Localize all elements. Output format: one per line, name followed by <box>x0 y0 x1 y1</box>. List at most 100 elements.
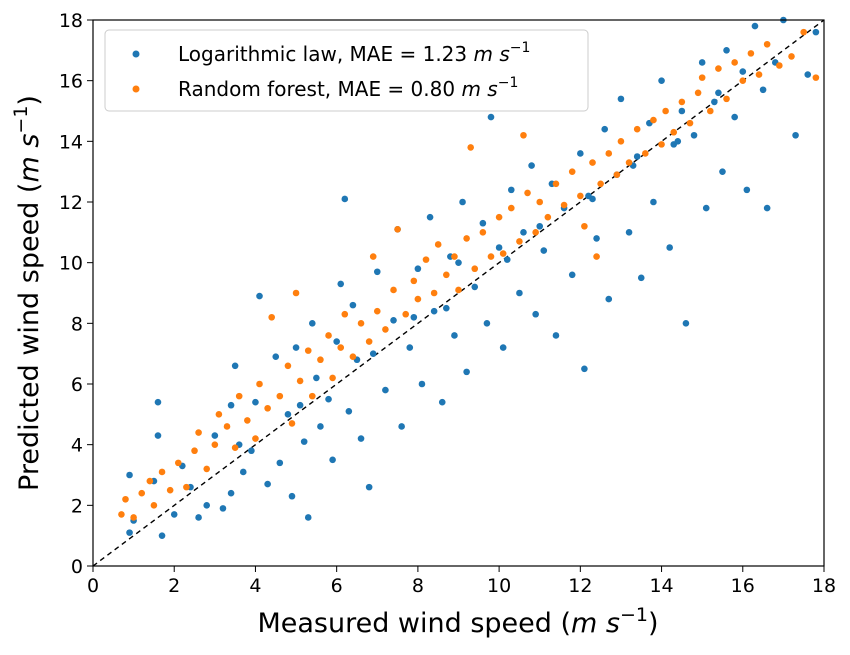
data-point <box>812 28 820 36</box>
data-point <box>349 353 357 361</box>
data-point <box>776 62 783 69</box>
data-point <box>195 429 202 436</box>
data-point <box>443 304 450 312</box>
y-tick-label: 14 <box>59 131 83 153</box>
data-point <box>804 71 812 78</box>
data-point <box>166 486 174 494</box>
data-point <box>402 310 410 318</box>
data-point <box>702 204 710 212</box>
data-point <box>272 353 280 361</box>
data-point <box>398 423 405 430</box>
data-point <box>349 301 357 309</box>
data-point <box>292 289 300 297</box>
data-point <box>174 459 182 467</box>
data-point <box>227 401 235 409</box>
legend: Logarithmic law, MAE = 1.23 m s−1 Random… <box>104 29 589 112</box>
data-point <box>658 141 665 148</box>
data-point <box>414 295 422 303</box>
data-point <box>329 374 336 382</box>
data-point <box>304 347 312 354</box>
x-tick-label: 12 <box>568 575 592 597</box>
data-point <box>191 447 198 455</box>
data-point <box>577 150 584 157</box>
data-point <box>195 514 202 521</box>
reference-line-layer <box>92 19 825 567</box>
data-point <box>731 113 738 121</box>
identity-reference-line <box>92 19 825 567</box>
data-point <box>248 447 255 455</box>
data-point <box>540 247 548 254</box>
x-tick-label: 18 <box>812 575 836 597</box>
data-point <box>759 86 767 94</box>
y-tick-label: 8 <box>71 313 83 335</box>
data-point <box>426 213 434 221</box>
data-point <box>544 213 552 221</box>
data-point <box>674 138 682 145</box>
data-point <box>613 171 621 178</box>
y-tick-label: 12 <box>59 192 83 214</box>
data-point <box>235 392 243 400</box>
data-point <box>593 253 600 260</box>
y-axis-title: Predicted wind speed (m s−1) <box>10 95 45 491</box>
data-point <box>337 344 345 351</box>
data-point <box>244 417 251 424</box>
data-point <box>499 250 507 257</box>
data-point <box>743 186 751 194</box>
data-point <box>422 256 430 263</box>
data-point <box>711 98 718 106</box>
x-tick-label: 10 <box>487 575 511 597</box>
data-point <box>309 392 316 400</box>
data-point <box>122 495 129 503</box>
data-point <box>812 74 820 81</box>
data-point <box>625 159 633 166</box>
data-point <box>138 489 146 497</box>
data-point <box>650 116 657 124</box>
data-point <box>231 444 239 452</box>
data-point <box>633 125 641 133</box>
data-point <box>288 492 296 500</box>
x-tick-label: 6 <box>331 575 343 597</box>
data-point <box>694 89 702 97</box>
data-point <box>430 307 438 315</box>
data-point <box>276 392 284 400</box>
data-point <box>382 386 389 394</box>
x-axis: 0 2 4 6 8 10 12 14 16 18 <box>87 566 836 597</box>
data-point <box>418 380 426 388</box>
data-point <box>130 514 137 521</box>
data-point <box>158 468 166 476</box>
data-point <box>455 259 462 266</box>
data-point <box>686 119 694 127</box>
data-point <box>690 131 698 139</box>
data-point <box>552 180 560 188</box>
data-point <box>536 222 544 230</box>
data-point <box>479 229 487 236</box>
data-point <box>731 59 738 66</box>
data-point <box>568 271 576 279</box>
x-tick-label: 2 <box>168 575 180 597</box>
data-point <box>284 362 292 370</box>
data-point <box>264 480 271 488</box>
data-point <box>227 489 235 497</box>
data-point <box>520 229 527 236</box>
data-point <box>365 338 373 345</box>
data-point <box>118 511 125 518</box>
data-point <box>487 113 495 121</box>
data-point <box>211 432 219 439</box>
data-point <box>170 511 178 518</box>
data-point <box>560 201 568 209</box>
data-point <box>309 320 316 327</box>
data-point <box>715 89 722 97</box>
data-point <box>430 289 438 297</box>
data-point <box>589 159 596 166</box>
y-axis: 0 2 4 6 8 10 12 14 16 18 <box>59 10 93 578</box>
data-point <box>406 344 414 351</box>
data-point <box>532 310 539 318</box>
x-axis-unit: m s <box>571 608 620 639</box>
data-point <box>276 459 284 467</box>
data-point <box>763 204 771 212</box>
data-point <box>203 465 211 473</box>
data-point <box>410 313 418 321</box>
data-point <box>434 241 442 248</box>
data-point <box>451 332 458 339</box>
data-point <box>211 441 219 448</box>
